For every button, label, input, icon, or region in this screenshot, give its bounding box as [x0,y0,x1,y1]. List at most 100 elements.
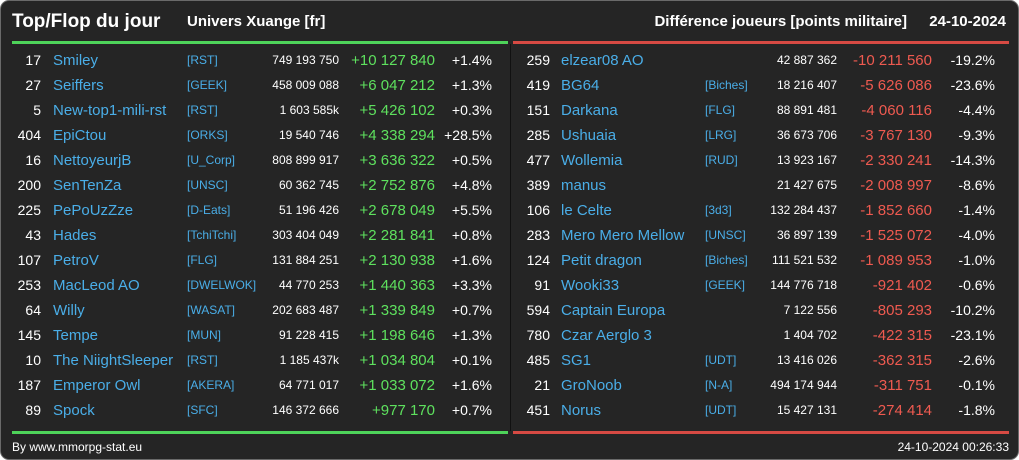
alliance-tag[interactable]: [GEEK] [187,78,228,92]
alliance-tag[interactable]: [UNSC] [705,228,746,242]
player-name-link[interactable]: elzear08 AO [561,52,644,69]
flop-row: 780 Czar Aerglo 3 1 404 702 -422 315 -23.1% [510,323,1010,348]
player-name-link[interactable]: SG1 [561,352,592,369]
player-rank: 5 [33,102,41,118]
flop-row: 285 Ushuaia [LRG] 36 673 706 -3 767 130 -9.3% [510,123,1010,148]
alliance-tag[interactable]: [RST] [187,103,218,117]
player-total-points: 1 185 437k [279,353,339,367]
top-losers-list: 259 elzear08 AO 42 887 362 -10 211 560 -19.2… [510,48,1010,423]
points-difference: -362 315 [872,352,932,369]
points-difference: -311 751 [873,377,932,394]
alliance-tag[interactable]: [SFC] [187,403,218,417]
flop-row: 151 Darkana [FLG] 88 891 481 -4 060 116 -4.4% [510,98,1010,123]
alliance-tag[interactable]: [RUD] [705,153,738,167]
alliance-tag[interactable]: [ORKS] [187,128,228,142]
top-row: 16 NettoyeurjB [U_Corp] 808 899 917 +3 636 3… [1,148,501,173]
alliance-tag[interactable]: [RST] [187,353,218,367]
player-total-points: 7 122 556 [783,303,837,317]
alliance-tag[interactable]: [MUN] [187,328,221,342]
alliance-tag[interactable]: [RST] [187,53,218,67]
alliance-tag[interactable]: [U_Corp] [187,153,236,167]
alliance-tag[interactable]: [D-Eats] [187,203,231,217]
player-name-link[interactable]: Petit dragon [561,252,642,269]
player-rank: 145 [17,327,41,343]
player-name-link[interactable]: Wollemia [561,152,623,169]
player-rank: 253 [17,277,41,293]
alliance-tag[interactable]: [DWELWOK] [187,278,257,292]
player-name-link[interactable]: Willy [53,302,85,319]
flop-row: 21 GroNoob [N-A] 494 174 944 -311 751 -0.1% [510,373,1010,398]
percent-change: -1.0% [958,252,995,268]
player-name-link[interactable]: BG64 [561,77,600,94]
player-name-link[interactable]: Smiley [53,52,99,69]
points-difference: +1 198 646 [359,327,436,344]
alliance-tag[interactable]: [3d3] [705,203,732,217]
alliance-tag[interactable]: [AKERA] [187,378,235,392]
top-row: 89 Spock [SFC] 146 372 666 +977 170 +0.7% [1,398,501,423]
player-name-link[interactable]: Darkana [561,102,618,119]
player-name-link[interactable]: le Celte [561,202,612,219]
player-name-link[interactable]: Ushuaia [561,127,617,144]
player-total-points: 749 193 750 [272,53,339,67]
points-difference: +2 130 938 [359,252,436,269]
percent-change: +1.6% [451,377,492,393]
player-name-link[interactable]: MacLeod AO [53,277,140,294]
top-row: 253 MacLeod AO [DWELWOK] 44 770 253 +1 440 3… [1,273,501,298]
player-rank: 16 [25,152,41,168]
percent-change: +0.5% [451,152,492,168]
player-name-link[interactable]: Spock [53,402,95,419]
universe-label: Univers Xuange [fr] [187,13,326,30]
player-name-link[interactable]: PePoUzZze [53,202,134,219]
player-rank: 780 [526,327,550,343]
player-name-link[interactable]: NettoyeurjB [53,152,132,169]
player-rank: 107 [17,252,41,268]
points-difference: +1 440 363 [359,277,436,294]
player-name-link[interactable]: Mero Mero Mellow [561,227,685,244]
points-difference: -1 852 660 [860,202,932,219]
player-rank: 21 [534,377,550,393]
percent-change: +0.7% [451,402,492,418]
alliance-tag[interactable]: [UDT] [705,353,737,367]
flop-row: 419 BG64 [Biches] 18 216 407 -5 626 086 -23.6… [510,73,1010,98]
player-name-link[interactable]: EpiCtou [53,127,107,144]
alliance-tag[interactable]: [UDT] [705,403,737,417]
alliance-tag[interactable]: [FLG] [705,103,736,117]
alliance-tag[interactable]: [GEEK] [705,278,746,292]
flop-row: 283 Mero Mero Mellow [UNSC] 36 897 139 -1 52… [510,223,1010,248]
top-row: 200 SenTenZa [UNSC] 60 362 745 +2 752 876 +4.… [1,173,501,198]
percent-change: +1.6% [451,252,492,268]
percent-change: +5.5% [451,202,492,218]
top-row: 64 Willy [WASAT] 202 683 487 +1 339 849 +0.7% [1,298,501,323]
player-name-link[interactable]: The NiightSleeper [53,352,174,369]
player-name-link[interactable]: Wooki33 [561,277,620,294]
player-total-points: 1 404 702 [783,328,837,342]
flop-bottom-bar [513,431,1009,434]
alliance-tag[interactable]: [WASAT] [187,303,235,317]
player-name-link[interactable]: Emperor Owl [53,377,141,394]
flop-row: 259 elzear08 AO 42 887 362 -10 211 560 -19.2… [510,48,1010,73]
player-name-link[interactable]: Captain Europa [561,302,666,319]
percent-change: +0.8% [451,227,492,243]
player-name-link[interactable]: Tempe [53,327,99,344]
player-name-link[interactable]: Czar Aerglo 3 [561,327,652,344]
alliance-tag[interactable]: [FLG] [187,253,218,267]
player-name-link[interactable]: PetroV [53,252,99,269]
player-name-link[interactable]: Seiffers [53,77,104,94]
alliance-tag[interactable]: [N-A] [705,378,733,392]
flop-row: 124 Petit dragon [Biches] 111 521 532 -1 089… [510,248,1010,273]
flop-row: 389 manus 21 427 675 -2 008 997 -8.6% [510,173,1010,198]
player-name-link[interactable]: SenTenZa [53,177,122,194]
player-rank: 187 [17,377,41,393]
player-name-link[interactable]: Hades [53,227,97,244]
player-name-link[interactable]: GroNoob [561,377,622,394]
alliance-tag[interactable]: [LRG] [705,128,737,142]
player-rank: 419 [526,77,550,93]
alliance-tag[interactable]: [Biches] [705,78,748,92]
alliance-tag[interactable]: [UNSC] [187,178,228,192]
player-name-link[interactable]: Norus [561,402,602,419]
percent-change: +0.3% [451,102,492,118]
alliance-tag[interactable]: [Biches] [705,253,748,267]
alliance-tag[interactable]: [TchiTchi] [187,228,237,242]
player-name-link[interactable]: New-top1-mili-rst [53,102,167,119]
player-name-link[interactable]: manus [561,177,607,194]
